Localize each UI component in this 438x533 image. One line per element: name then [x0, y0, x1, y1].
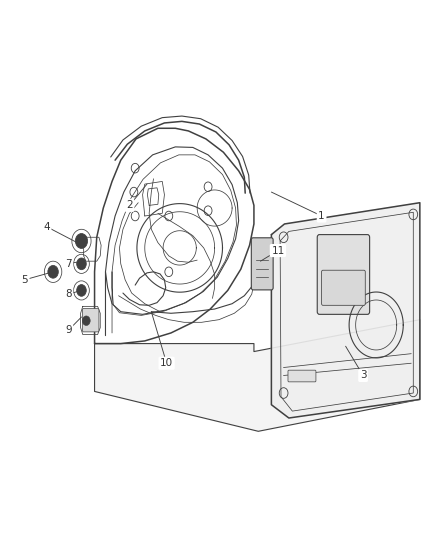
Text: 5: 5 — [21, 275, 28, 285]
Text: 2: 2 — [126, 200, 133, 211]
Polygon shape — [272, 203, 420, 418]
Text: 3: 3 — [360, 370, 367, 381]
Text: 10: 10 — [160, 358, 173, 368]
FancyBboxPatch shape — [317, 235, 370, 314]
Text: 1: 1 — [318, 211, 325, 221]
Text: 11: 11 — [271, 246, 285, 255]
Circle shape — [77, 285, 86, 296]
Circle shape — [48, 265, 58, 278]
Text: 7: 7 — [65, 259, 72, 269]
Text: 8: 8 — [65, 289, 72, 299]
Circle shape — [77, 258, 86, 270]
Text: 9: 9 — [65, 325, 72, 335]
Text: 4: 4 — [43, 222, 50, 232]
Circle shape — [82, 316, 90, 326]
FancyBboxPatch shape — [288, 370, 316, 382]
Circle shape — [75, 233, 88, 248]
Polygon shape — [95, 320, 420, 431]
FancyBboxPatch shape — [82, 309, 99, 332]
FancyBboxPatch shape — [251, 238, 273, 290]
FancyBboxPatch shape — [321, 270, 365, 305]
